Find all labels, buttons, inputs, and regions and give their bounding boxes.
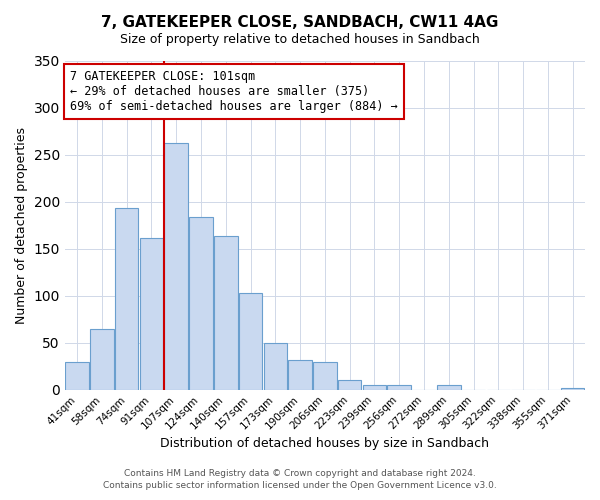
Bar: [239, 293, 262, 390]
Y-axis label: Number of detached properties: Number of detached properties: [15, 126, 28, 324]
Bar: [561, 388, 584, 390]
Bar: [65, 362, 89, 390]
Bar: [437, 385, 461, 390]
Bar: [140, 238, 163, 390]
Bar: [388, 385, 411, 390]
Bar: [189, 216, 213, 390]
Text: 7, GATEKEEPER CLOSE, SANDBACH, CW11 4AG: 7, GATEKEEPER CLOSE, SANDBACH, CW11 4AG: [101, 15, 499, 30]
Text: 7 GATEKEEPER CLOSE: 101sqm
← 29% of detached houses are smaller (375)
69% of sem: 7 GATEKEEPER CLOSE: 101sqm ← 29% of deta…: [70, 70, 398, 114]
X-axis label: Distribution of detached houses by size in Sandbach: Distribution of detached houses by size …: [160, 437, 490, 450]
Bar: [289, 360, 312, 390]
Bar: [263, 342, 287, 390]
Text: Contains HM Land Registry data © Crown copyright and database right 2024.
Contai: Contains HM Land Registry data © Crown c…: [103, 468, 497, 490]
Text: Size of property relative to detached houses in Sandbach: Size of property relative to detached ho…: [120, 32, 480, 46]
Bar: [338, 380, 361, 390]
Bar: [362, 385, 386, 390]
Bar: [214, 236, 238, 390]
Bar: [90, 328, 114, 390]
Bar: [164, 144, 188, 390]
Bar: [115, 208, 139, 390]
Bar: [313, 362, 337, 390]
